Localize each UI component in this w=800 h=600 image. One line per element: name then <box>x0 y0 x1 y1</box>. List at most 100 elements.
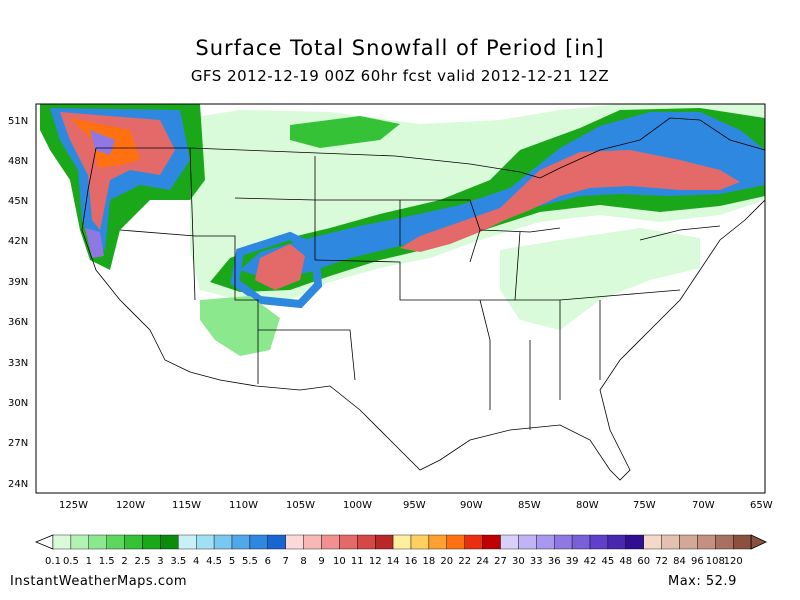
legend-swatch <box>536 534 555 550</box>
lat-label: 39N <box>8 277 28 288</box>
legend-label: 0.5 <box>63 556 79 567</box>
legend-swatch <box>124 534 143 550</box>
map-border <box>35 103 766 494</box>
lat-label: 36N <box>8 317 28 328</box>
site-credit: InstantWeatherMaps.com <box>10 574 188 589</box>
snow-sierra-purple <box>85 228 104 258</box>
legend-label: 33 <box>530 556 543 567</box>
snow-colorado-red <box>255 244 305 290</box>
legend-label: 10 <box>333 556 346 567</box>
legend-swatch <box>589 534 609 550</box>
lon-label: 110W <box>229 500 258 511</box>
legend-label: 1.5 <box>99 556 115 567</box>
legend-swatch <box>500 534 519 550</box>
lat-label: 24N <box>8 479 28 490</box>
lon-label: 70W <box>692 500 715 511</box>
legend-label: 108 <box>706 556 725 567</box>
legend-swatch <box>643 534 662 550</box>
legend-swatch <box>213 534 233 550</box>
legend-swatch <box>178 534 197 550</box>
legend-label: 45 <box>602 556 615 567</box>
legend-swatch <box>679 534 698 550</box>
legend-label: 4.5 <box>206 556 222 567</box>
legend-label: 120 <box>724 556 743 567</box>
legend-swatch <box>339 534 358 550</box>
legend-label: 16 <box>405 556 418 567</box>
legend-label: 6 <box>265 556 271 567</box>
state-borders <box>81 117 766 481</box>
legend-swatch <box>52 534 72 550</box>
legend-swatch <box>446 534 465 550</box>
lat-label: 51N <box>8 116 28 127</box>
legend-label: 9 <box>318 556 324 567</box>
legend-swatch <box>88 534 107 550</box>
lon-label: 125W <box>59 500 88 511</box>
legend-label: 5 <box>229 556 235 567</box>
legend-label: 39 <box>566 556 579 567</box>
legend-swatch <box>410 534 430 550</box>
legend-label: 11 <box>351 556 364 567</box>
legend-label: 60 <box>637 556 650 567</box>
legend-label: 0.1 <box>45 556 61 567</box>
lon-label: 80W <box>576 500 599 511</box>
snow-montana-green <box>290 116 400 148</box>
legend-label: 36 <box>548 556 561 567</box>
legend-label: 72 <box>655 556 668 567</box>
legend-swatch <box>70 534 90 550</box>
legend-left-arrow <box>34 534 54 550</box>
legend-swatch <box>142 534 161 550</box>
lon-label: 120W <box>116 500 145 511</box>
legend-label: 7 <box>283 556 289 567</box>
legend-swatch <box>554 534 573 550</box>
legend-label: 3 <box>157 556 163 567</box>
legend-label: 30 <box>512 556 525 567</box>
legend-swatch <box>733 534 752 550</box>
lat-label: 48N <box>8 156 28 167</box>
lat-label: 45N <box>8 196 28 207</box>
legend-swatch <box>231 534 251 550</box>
legend-label: 1 <box>86 556 92 567</box>
legend-label: 22 <box>458 556 471 567</box>
lon-label: 65W <box>750 500 773 511</box>
legend-swatch <box>715 534 734 550</box>
snow-southwest-green <box>200 296 280 356</box>
legend-swatch <box>195 534 215 550</box>
legend-swatch <box>321 534 340 550</box>
legend-swatch <box>392 534 412 550</box>
legend-swatch <box>518 534 537 550</box>
legend-right-arrow <box>750 534 768 550</box>
legend-swatch <box>357 534 376 550</box>
legend-swatch <box>697 534 716 550</box>
legend-label: 3.5 <box>170 556 186 567</box>
lon-label: 75W <box>633 500 656 511</box>
lat-label: 33N <box>8 358 28 369</box>
legend-swatch <box>607 534 627 550</box>
snow-pnw-red <box>60 112 175 230</box>
legend-swatch <box>267 534 286 550</box>
legend-swatch <box>571 534 591 550</box>
legend-swatch <box>625 534 644 550</box>
map-title: Surface Total Snowfall of Period [in] <box>195 36 605 60</box>
legend-swatch <box>285 534 304 550</box>
lat-label: 30N <box>8 398 28 409</box>
longitude-axis: 125W 120W 115W 110W 105W 100W 95W 90W 85… <box>59 500 773 511</box>
lat-label: 27N <box>8 438 28 449</box>
legend-label: 27 <box>494 556 507 567</box>
legend-swatch <box>249 534 268 550</box>
legend-swatch <box>661 534 680 550</box>
snow-band-east <box>500 228 700 330</box>
legend-label: 2.5 <box>135 556 151 567</box>
legend-label: 12 <box>369 556 382 567</box>
legend-swatch <box>160 534 179 550</box>
legend-label: 24 <box>476 556 489 567</box>
legend-swatch <box>303 534 322 550</box>
lon-label: 95W <box>403 500 426 511</box>
max-value: Max: 52.9 <box>668 574 737 589</box>
legend-label: 48 <box>619 556 632 567</box>
snow-colorado-blue <box>230 231 323 309</box>
legend-label: 18 <box>423 556 436 567</box>
legend-label: 5.5 <box>242 556 258 567</box>
legend-label: 2 <box>121 556 127 567</box>
legend-swatch <box>106 534 125 550</box>
